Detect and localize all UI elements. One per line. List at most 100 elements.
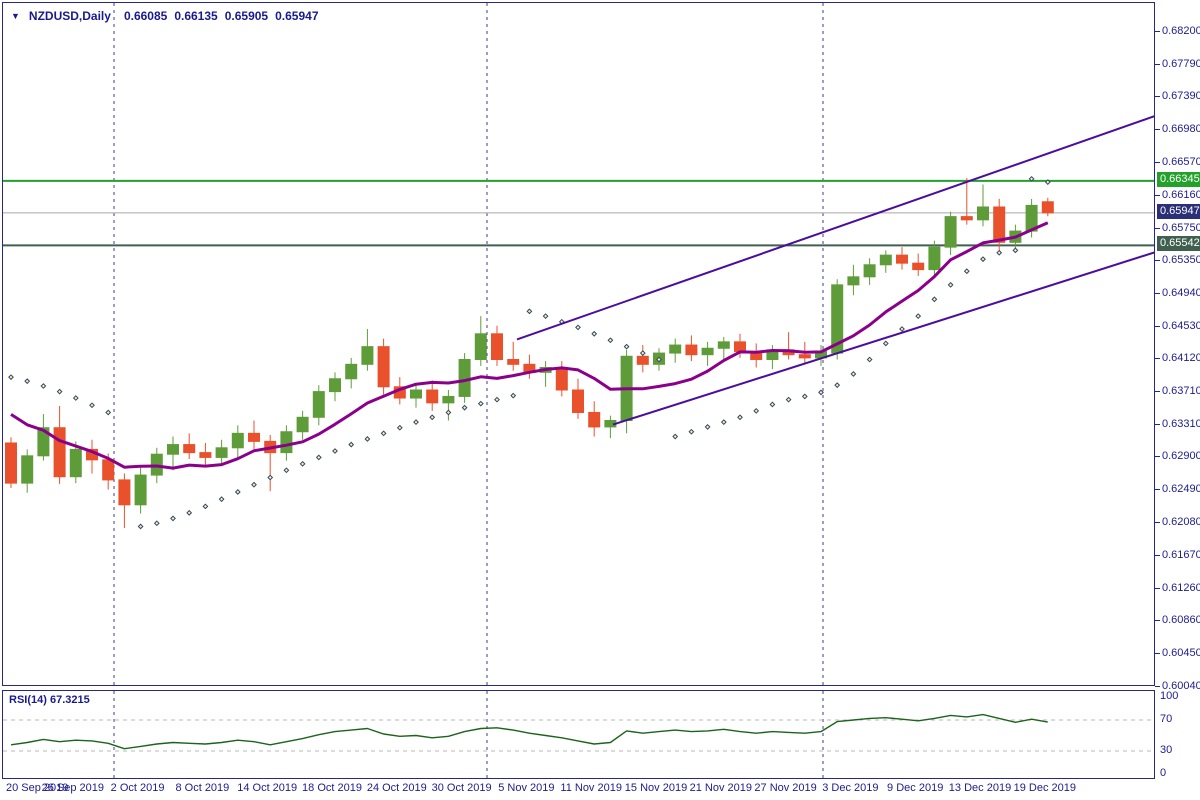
sar-dot bbox=[56, 388, 63, 395]
sar-dot bbox=[753, 407, 760, 414]
sar-dot bbox=[267, 474, 274, 481]
main-chart-panel[interactable]: ▼ NZDUSD,Daily 0.66085 0.66135 0.65905 0… bbox=[2, 2, 1155, 686]
price-tick-label: 0.63710 bbox=[1162, 385, 1200, 398]
candlestick-up bbox=[863, 264, 876, 278]
support-price-badge: 0.65542 bbox=[1157, 236, 1200, 252]
rsi-plot-area[interactable] bbox=[3, 691, 1154, 778]
date-label: 14 Oct 2019 bbox=[237, 782, 298, 794]
date-label: 26 Sep 2019 bbox=[41, 782, 104, 794]
resistance-price-badge: 0.66345 bbox=[1157, 171, 1200, 187]
date-label: 24 Oct 2019 bbox=[366, 782, 427, 794]
price-tick-mark bbox=[1155, 620, 1160, 622]
sar-dot bbox=[24, 378, 31, 385]
price-tick-mark bbox=[1155, 358, 1160, 360]
price-tick-label: 0.61670 bbox=[1162, 549, 1200, 562]
rsi-indicator-panel[interactable]: RSI(14) 67.3215 bbox=[2, 690, 1155, 779]
sar-dot bbox=[299, 460, 306, 467]
sar-dot bbox=[283, 467, 290, 474]
symbol-timeframe-title: NZDUSD,Daily bbox=[28, 9, 111, 23]
price-tick-label: 0.67790 bbox=[1162, 57, 1200, 70]
price-tick-label: 0.67390 bbox=[1162, 90, 1200, 102]
candlestick-up bbox=[134, 474, 147, 506]
candlestick-down bbox=[102, 459, 115, 481]
candlestick-up bbox=[361, 346, 374, 365]
candlestick-up bbox=[231, 432, 244, 449]
candlestick-up bbox=[329, 378, 341, 393]
rsi-tick-label: 30 bbox=[1160, 744, 1173, 756]
price-tick-mark bbox=[1155, 555, 1160, 557]
sar-dot bbox=[477, 400, 484, 407]
price-tick-label: 0.65750 bbox=[1162, 221, 1200, 234]
candlestick-up bbox=[458, 358, 471, 397]
candlestick-down bbox=[588, 411, 601, 428]
price-tick-mark bbox=[1155, 194, 1160, 196]
price-tick-mark bbox=[1155, 522, 1160, 524]
price-tick-label: 0.60860 bbox=[1162, 614, 1200, 627]
sar-dot bbox=[980, 256, 986, 263]
sar-dot bbox=[947, 281, 954, 288]
candlestick-down bbox=[1041, 201, 1054, 214]
rsi-tick-label: 0 bbox=[1160, 767, 1167, 780]
sar-dot bbox=[8, 374, 14, 381]
price-tick-mark bbox=[1155, 653, 1160, 655]
price-tick-mark bbox=[1155, 161, 1160, 163]
price-tick-mark bbox=[1155, 227, 1160, 229]
date-label: 18 Oct 2019 bbox=[302, 782, 362, 794]
price-tick-label: 0.62080 bbox=[1162, 516, 1200, 529]
candlestick-up bbox=[669, 344, 682, 354]
price-tick-label: 0.60040 bbox=[1162, 680, 1200, 692]
date-label: 19 Dec 2019 bbox=[1013, 782, 1076, 794]
sar-dot bbox=[526, 308, 533, 315]
date-label: 2 Oct 2019 bbox=[110, 782, 165, 794]
candlestick-up bbox=[296, 416, 309, 433]
candlestick-down bbox=[572, 389, 584, 413]
sar-dot bbox=[818, 389, 824, 396]
sar-dot bbox=[413, 419, 419, 426]
price-tick-mark bbox=[1155, 259, 1160, 261]
candlestick-up bbox=[312, 391, 325, 418]
sar-dot bbox=[494, 396, 500, 403]
price-tick-label: 0.62900 bbox=[1162, 450, 1200, 463]
date-label: 3 Dec 2019 bbox=[822, 782, 879, 794]
candlestick-up bbox=[977, 206, 989, 221]
price-tick-mark bbox=[1155, 423, 1160, 425]
candlestick-up bbox=[944, 216, 957, 248]
sar-dot bbox=[769, 401, 776, 408]
price-tick-mark bbox=[1155, 292, 1160, 294]
candlestick-up bbox=[280, 431, 293, 454]
sar-dot bbox=[542, 313, 549, 320]
sar-dot bbox=[315, 454, 322, 461]
sar-dot bbox=[1012, 247, 1019, 254]
candlestick-up bbox=[474, 333, 487, 360]
channel-upper-trendline[interactable] bbox=[516, 114, 1154, 341]
date-label: 11 Nov 2019 bbox=[560, 782, 622, 794]
sar-dot bbox=[704, 424, 711, 430]
date-label: 15 Nov 2019 bbox=[624, 782, 688, 794]
candlestick-up bbox=[69, 448, 82, 478]
sar-dot bbox=[234, 489, 241, 495]
sar-dot bbox=[461, 404, 468, 411]
price-tick-label: 0.61260 bbox=[1162, 582, 1200, 595]
sar-dot bbox=[72, 395, 79, 401]
candlestick-down bbox=[491, 333, 503, 360]
sar-dot bbox=[639, 350, 646, 356]
candlestick-down bbox=[426, 389, 439, 404]
candlestick-down bbox=[685, 344, 698, 356]
sar-dot bbox=[607, 337, 614, 344]
candlestick-up bbox=[167, 444, 179, 455]
date-label: 5 Nov 2019 bbox=[498, 782, 555, 794]
symbol-dropdown-icon[interactable]: ▼ bbox=[11, 11, 20, 21]
candlestick-up bbox=[37, 427, 50, 457]
price-tick-mark bbox=[1155, 30, 1160, 32]
sar-dot bbox=[396, 424, 403, 431]
channel-lower-trendline[interactable] bbox=[612, 250, 1154, 426]
date-label: 13 Dec 2019 bbox=[948, 782, 1012, 794]
date-label: 30 Oct 2019 bbox=[431, 782, 492, 794]
sar-dot bbox=[963, 268, 970, 275]
sar-dot bbox=[1044, 179, 1051, 186]
price-tick-label: 0.64530 bbox=[1162, 319, 1200, 332]
price-tick-mark bbox=[1155, 96, 1160, 97]
price-tick-mark bbox=[1155, 128, 1160, 130]
price-plot-area[interactable] bbox=[3, 3, 1154, 685]
sar-dot bbox=[251, 481, 257, 488]
